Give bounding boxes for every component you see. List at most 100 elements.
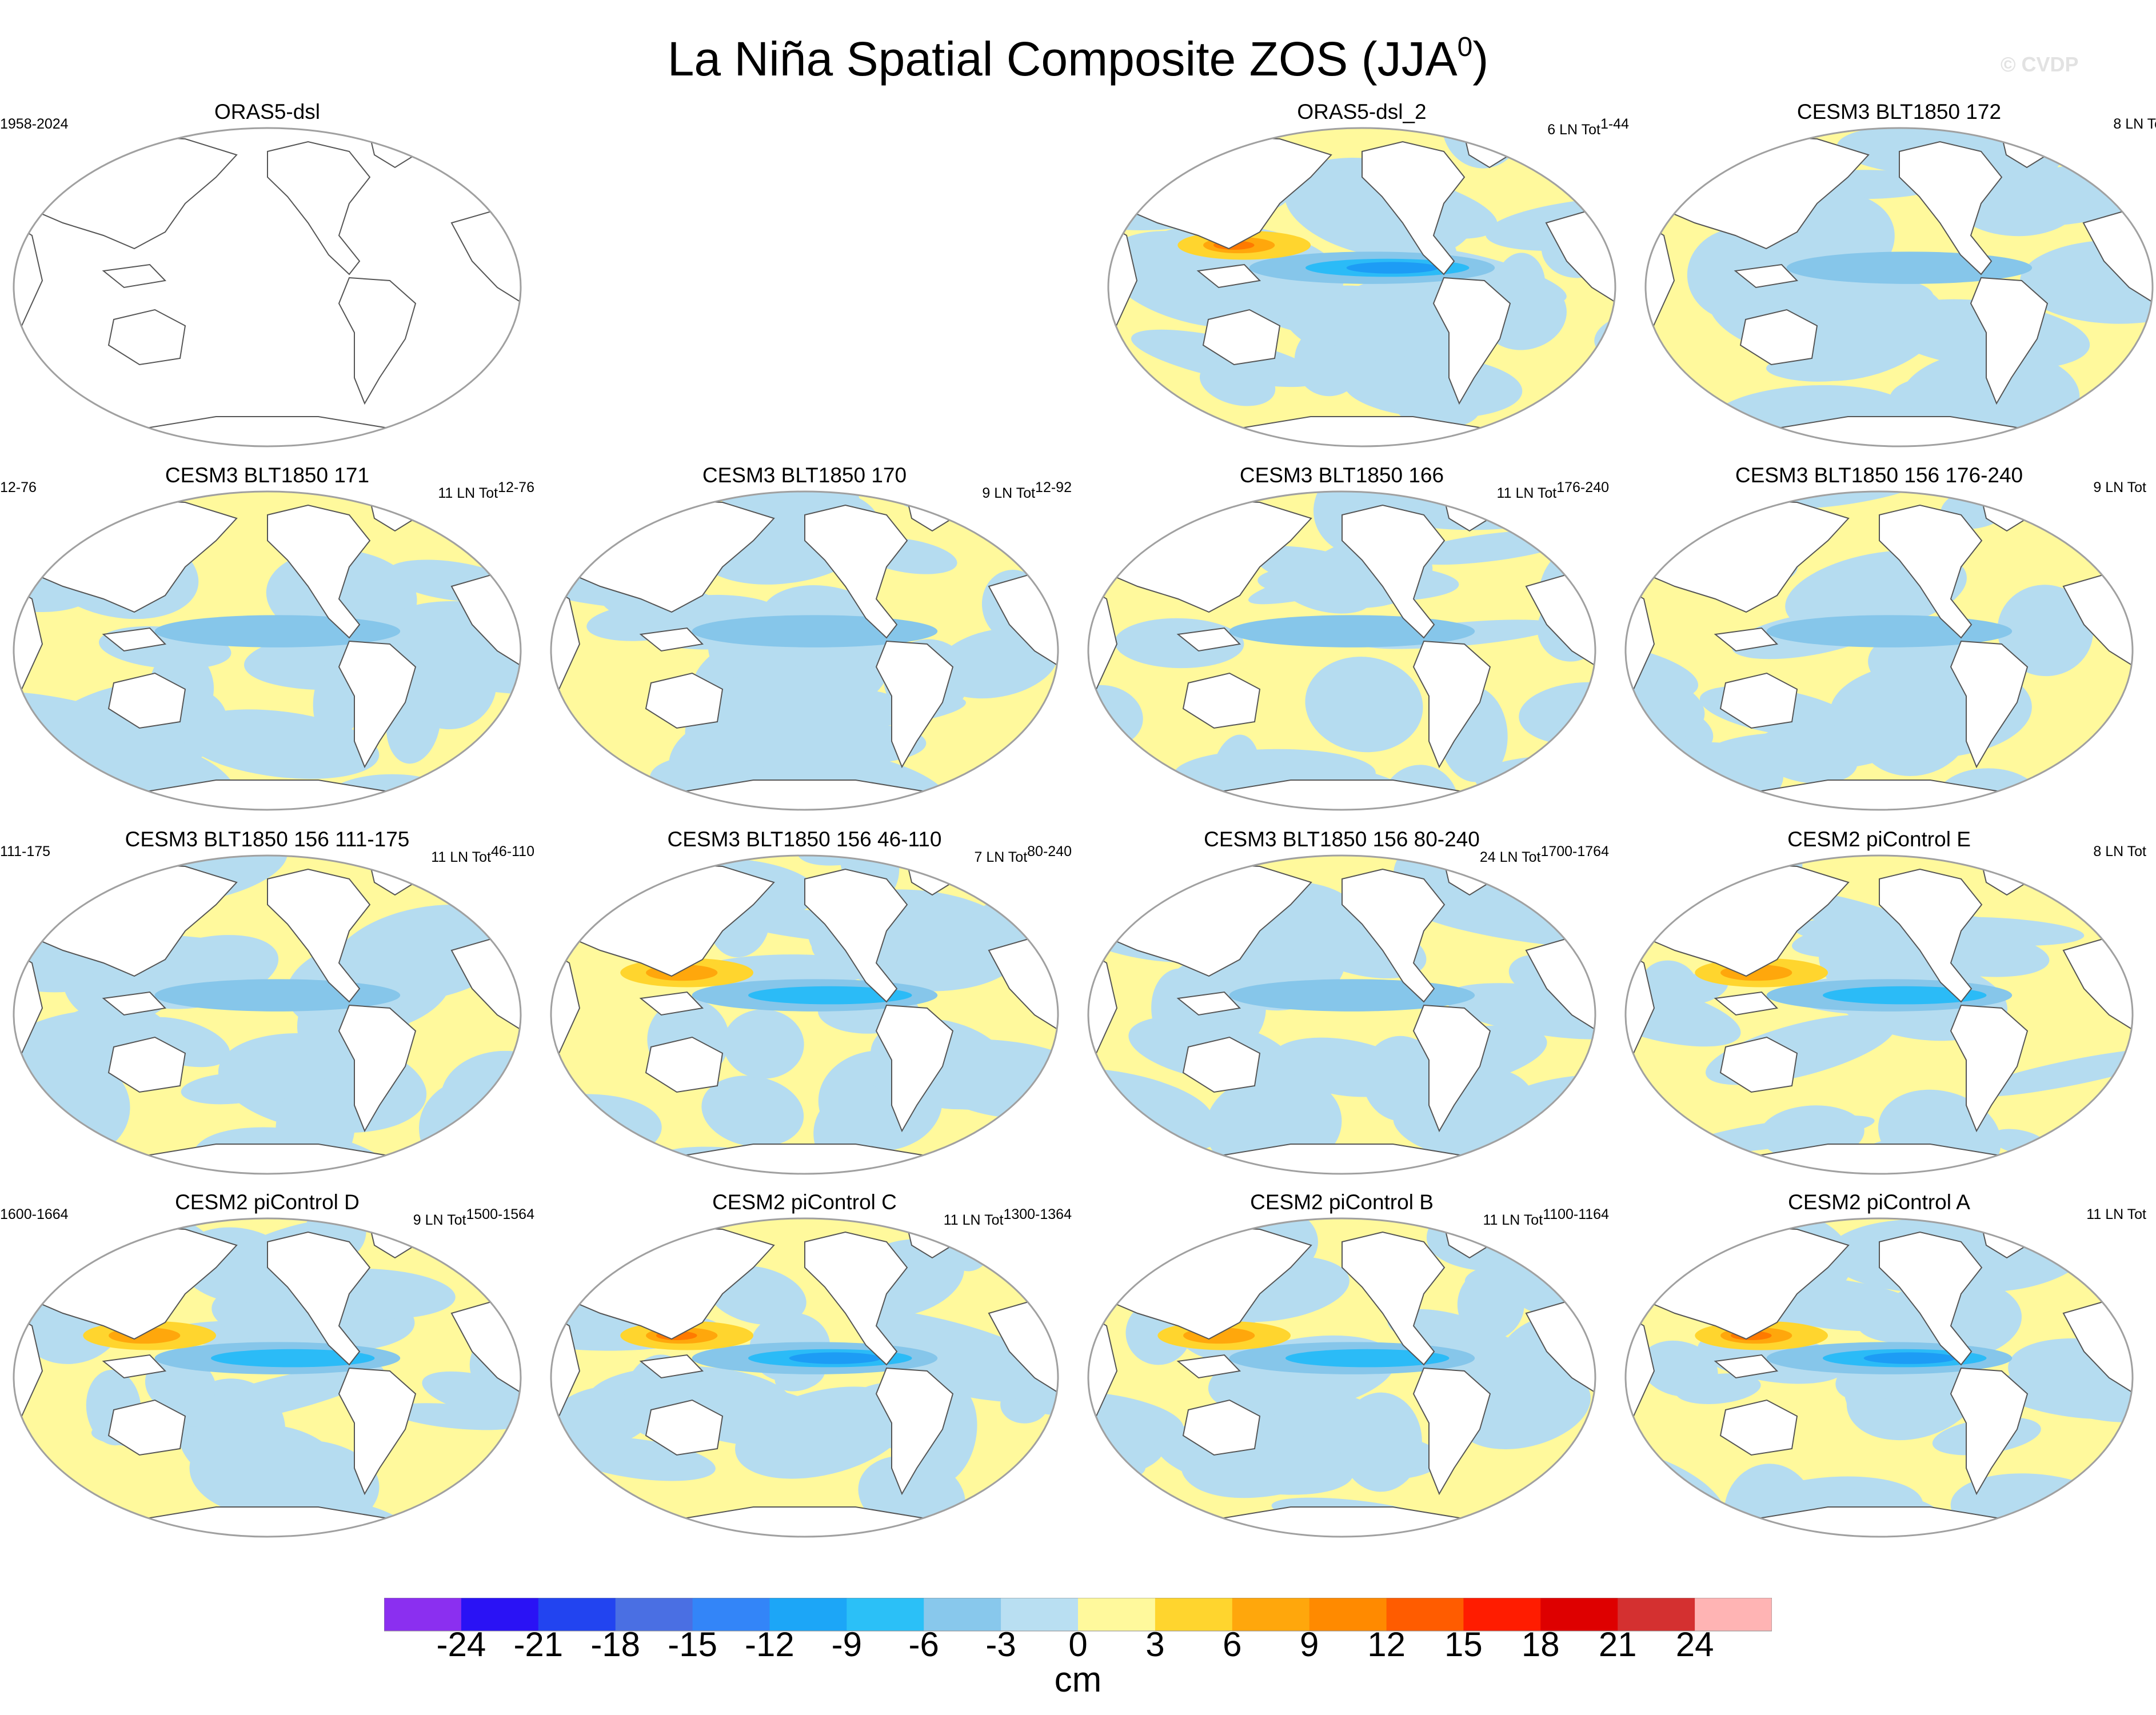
panel-count-text: 9 LN Tot — [982, 485, 1036, 501]
panel-count-right: 11 LN Tot1100-1164 — [1483, 1206, 1609, 1229]
map-panel-blt171: CESM3 BLT1850 171 12-76 11 LN Tot12-76 — [0, 462, 534, 830]
panel-title: CESM3 BLT1850 166 — [1239, 463, 1444, 487]
map-panel-blt170: CESM3 BLT1850 170 9 LN Tot12-92 — [537, 462, 1072, 830]
panel-title: CESM2 piControl A — [1788, 1190, 1970, 1214]
panel-count-text: 9 LN Tot — [413, 1212, 466, 1228]
panel-count-right: 7 LN Tot80-240 — [974, 843, 1072, 866]
colorbar-tick-label: 24 — [1676, 1625, 1714, 1661]
panel-count-text: 11 LN Tot — [943, 1212, 1004, 1228]
map-panel-blt156a: CESM3 BLT1850 156 176-240 9 LN Tot — [1612, 462, 2146, 830]
colorbar-tick-label: 6 — [1223, 1625, 1241, 1661]
panel-title: CESM3 BLT1850 156 80-240 — [1204, 827, 1480, 851]
panel-period-left: 12-76 — [0, 479, 37, 495]
colorbar-swatch — [1386, 1598, 1464, 1631]
world-map — [1644, 127, 2154, 447]
map-panel-blt156d: CESM3 BLT1850 156 80-240 24 LN Tot1700-17… — [1075, 826, 1609, 1194]
colorbar-tick-label: -12 — [745, 1625, 794, 1661]
colorbar-swatch — [1001, 1598, 1079, 1631]
panel-count-text: 8 LN Tot — [2093, 843, 2146, 860]
panel-count-right: 11 LN Tot46-110 — [431, 843, 534, 866]
world-map — [13, 1217, 522, 1538]
panel-count-text: 11 LN Tot — [1496, 485, 1557, 501]
colorbar-tick-label: -24 — [437, 1625, 486, 1661]
panel-count-text: 11 LN Tot — [438, 485, 498, 501]
panel-period-sup: 46-110 — [491, 843, 534, 860]
colorbar-swatch — [615, 1598, 693, 1631]
colorbar-tick-label: 3 — [1145, 1625, 1164, 1661]
map-panel-blt172: CESM3 BLT1850 172 8 LN Tot — [1632, 98, 2156, 467]
panel-count-right: 24 LN Tot1700-1764 — [1480, 843, 1609, 866]
world-map — [1087, 490, 1596, 811]
colorbar-swatch — [1618, 1598, 1695, 1631]
colorbar-swatch — [384, 1598, 462, 1631]
panel-period-sup: 1700-1764 — [1540, 843, 1609, 860]
panel-count-right: 11 LN Tot — [2086, 1206, 2146, 1223]
colorbar-tick-label: 21 — [1599, 1625, 1637, 1661]
panel-count-text: 24 LN Tot — [1479, 849, 1541, 865]
colorbar-tick-label: 12 — [1367, 1625, 1406, 1661]
world-map — [1087, 854, 1596, 1175]
colorbar-units: cm — [1054, 1660, 1102, 1700]
colorbar-swatch — [1232, 1598, 1310, 1631]
map-panel-orasdsl: ORAS5-dsl 1958-2024 — [0, 98, 534, 467]
colorbar-tick-label: 15 — [1444, 1625, 1483, 1661]
title-text: La Niña Spatial Composite ZOS (JJA — [667, 32, 1458, 86]
panel-count-right: 9 LN Tot12-92 — [982, 479, 1072, 502]
panel-title: ORAS5-dsl — [214, 100, 321, 123]
map-panel-picE: CESM2 piControl E 8 LN Tot — [1612, 826, 2146, 1194]
panel-count-text: 11 LN Tot — [2086, 1206, 2146, 1222]
panel-title: CESM2 piControl D — [175, 1190, 360, 1214]
panel-count-right: 11 LN Tot12-76 — [438, 479, 534, 502]
map-field — [14, 855, 521, 1174]
map-field — [14, 128, 521, 446]
map-field — [551, 855, 1058, 1174]
panel-period-left: 111-175 — [0, 843, 51, 860]
panel-title: CESM3 BLT1850 156 46-110 — [667, 827, 942, 851]
panel-period-left: 1958-2024 — [0, 116, 69, 132]
map-field — [551, 491, 1058, 810]
panel-count-right: 9 LN Tot — [2093, 479, 2146, 496]
panel-period-sup: 1-44 — [1600, 116, 1629, 132]
panel-period-left: 1600-1664 — [0, 1206, 69, 1222]
panel-period-sup: 176-240 — [1556, 479, 1609, 495]
panel-period-sup: 1100-1164 — [1543, 1206, 1609, 1222]
world-map — [13, 490, 522, 811]
map-panel-picA: CESM2 piControl A 11 LN Tot — [1612, 1189, 2146, 1557]
panel-title: CESM3 BLT1850 156 111-175 — [125, 827, 410, 851]
colorbar-tick-label: 9 — [1300, 1625, 1319, 1661]
world-map — [1624, 1217, 2134, 1538]
map-panel-blt156c: CESM3 BLT1850 156 46-110 7 LN Tot80-240 — [537, 826, 1072, 1194]
colorbar-tick-label: -9 — [832, 1625, 862, 1661]
panel-count-right: 6 LN Tot1-44 — [1547, 115, 1629, 138]
world-map — [550, 854, 1059, 1175]
panel-count-text: 11 LN Tot — [431, 849, 491, 865]
panel-period-sup: 12-92 — [1035, 479, 1072, 495]
world-map — [1624, 490, 2134, 811]
colorbar-swatch — [1695, 1598, 1772, 1631]
map-field — [14, 1218, 521, 1537]
map-panel-picC: CESM2 piControl C 11 LN Tot1300-1364 — [537, 1189, 1072, 1557]
colorbar-swatch — [847, 1598, 924, 1631]
colorbar-swatch — [1309, 1598, 1387, 1631]
panel-count-right: 11 LN Tot1300-1364 — [944, 1206, 1072, 1229]
panel-count-text: 8 LN Tot — [2113, 116, 2156, 132]
map-panel-picB: CESM2 piControl B 11 LN Tot1100-1164 — [1075, 1189, 1609, 1557]
world-map — [550, 1217, 1059, 1538]
panel-count-text: 9 LN Tot — [2093, 479, 2146, 495]
map-field — [14, 491, 521, 810]
panel-period-sup: 1300-1364 — [1003, 1206, 1072, 1222]
map-panel-orasdsl2: ORAS5-dsl_2 6 LN Tot1-44 — [1095, 98, 1629, 467]
colorbar: -24 -21 -18 -15 -12 -9 -6 -3 0 3 6 9 12 15 18 21 24 — [384, 1598, 1772, 1661]
panel-count-right: 8 LN Tot — [2113, 115, 2156, 133]
colorbar-tick-label: -21 — [513, 1625, 563, 1661]
panel-count-text: 11 LN Tot — [1483, 1212, 1543, 1228]
world-map — [13, 854, 522, 1175]
world-map — [13, 127, 522, 447]
colorbar-tick-label: 18 — [1522, 1625, 1560, 1661]
colorbar-tick-label: -18 — [590, 1625, 640, 1661]
panel-title: CESM2 piControl B — [1250, 1190, 1434, 1214]
panel-title: CESM2 piControl C — [712, 1190, 897, 1214]
colorbar-tick-label: -6 — [909, 1625, 939, 1661]
colorbar-swatch — [538, 1598, 616, 1631]
panel-title: CESM3 BLT1850 172 — [1796, 100, 2002, 123]
